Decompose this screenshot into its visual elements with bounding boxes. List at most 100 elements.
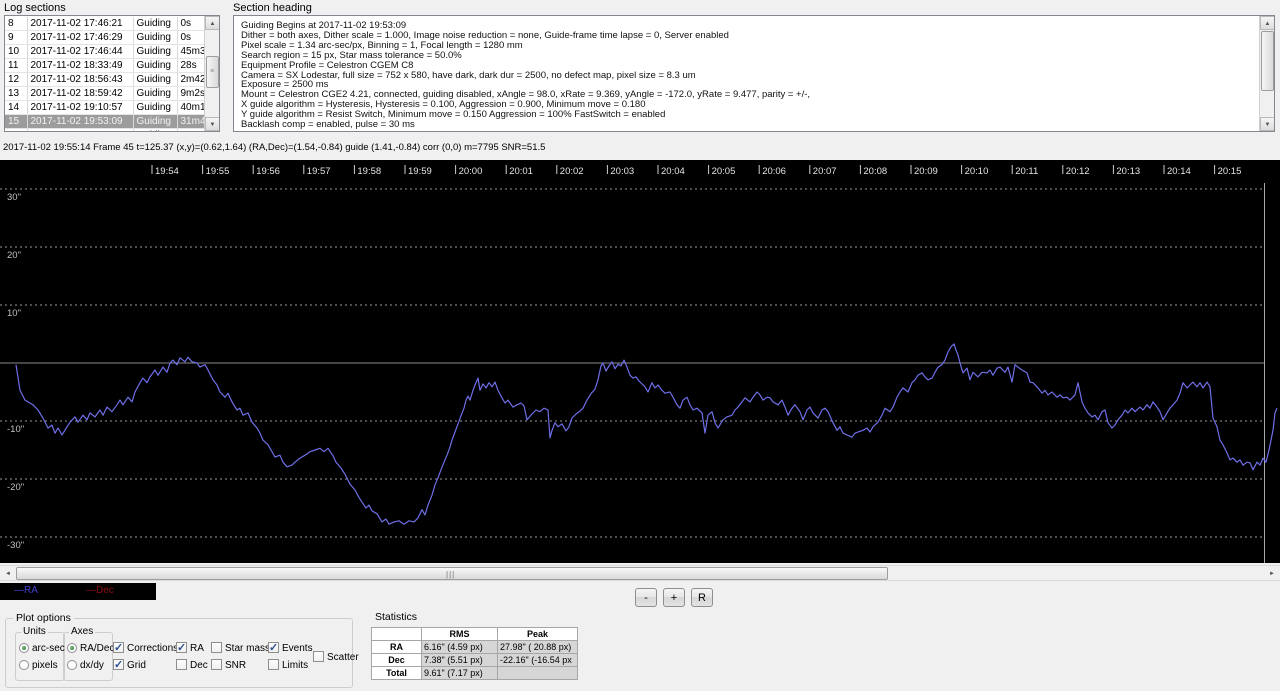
log-section-cell[interactable]: 9m2s [177,86,207,101]
x-axis-tick-label: 20:00 [459,166,483,177]
checkbox-ra[interactable]: RA [176,641,204,654]
log-section-cell[interactable]: 11 [5,58,28,73]
log-section-cell[interactable]: 31m44s [177,114,207,129]
log-sections-title: Log sections [4,2,66,14]
scroll-down-icon[interactable]: ▼ [1260,117,1274,131]
checkbox-scatter[interactable]: Scatter [313,651,359,663]
x-axis-tick-label: 19:54 [155,166,179,177]
log-section-cell[interactable]: 16 [5,128,28,131]
statistics-row: Total 9.61" (7.17 px) [371,666,578,680]
log-section-cell[interactable]: Guiding [133,100,178,115]
hscrollbar-thumb[interactable]: ||| [16,567,888,580]
log-section-cell[interactable]: 2017-11-02 18:33:49 [27,58,134,73]
scroll-right-icon[interactable]: ► [1269,571,1275,577]
log-scrollbar-thumb[interactable]: ≡ [206,56,219,88]
radio-icon[interactable] [19,660,29,670]
log-section-cell[interactable]: 2017-11-02 17:46:21 [27,17,134,31]
log-section-row[interactable]: 9 2017-11-02 17:46:29 Guiding 0s [5,30,207,45]
radio-icon[interactable] [67,660,77,670]
checkbox-icon[interactable] [211,642,222,653]
checkbox-icon[interactable] [113,658,124,671]
log-section-row[interactable]: 8 2017-11-02 17:46:21 Guiding 0s [5,17,207,31]
radio-icon[interactable] [67,643,77,653]
zoom-reset-button[interactable]: R [691,588,713,607]
radio-icon[interactable] [19,643,29,653]
log-section-cell[interactable]: Guiding [133,58,178,73]
log-section-row[interactable]: 13 2017-11-02 18:59:42 Guiding 9m2s [5,86,207,101]
log-section-row[interactable]: 162017-11-02 20:29:40Guiding1m50s [5,128,207,131]
x-axis-tick-label: 19:55 [206,166,230,177]
radio-arc-sec[interactable]: arc-sec [19,643,65,654]
log-section-cell[interactable]: 8 [5,17,28,31]
x-axis-tick-label: 20:15 [1218,166,1242,177]
chart-hscrollbar[interactable]: ◄ ||| ► [0,565,1280,581]
log-section-cell[interactable]: 28s [177,58,207,73]
log-section-cell[interactable]: Guiding [133,17,178,31]
checkbox-star-mass[interactable]: Star mass [211,642,270,654]
checkbox-icon[interactable] [176,659,187,670]
log-section-cell[interactable]: 15 [5,114,28,129]
section-scrollbar-thumb[interactable] [1261,31,1274,91]
log-section-cell[interactable]: Guiding [133,86,178,101]
checkbox-snr[interactable]: SNR [211,659,246,671]
log-section-cell[interactable]: 13 [5,86,28,101]
log-section-cell[interactable]: 1m50s [177,128,207,131]
log-sections-scrollbar[interactable]: ▲ ≡ ▼ [204,16,219,131]
log-section-cell[interactable]: Guiding [133,30,178,45]
log-section-cell[interactable]: 2017-11-02 20:29:40 [27,128,134,131]
log-section-cell[interactable]: 14 [5,100,28,115]
log-section-cell[interactable]: 2017-11-02 19:10:57 [27,100,134,115]
section-heading-line: Camera = SX Lodestar, full size = 752 x … [241,69,696,81]
radio-ra-dec[interactable]: RA/Dec [67,643,114,654]
log-section-row[interactable]: 11 2017-11-02 18:33:49 Guiding 28s [5,58,207,73]
scroll-down-icon[interactable]: ▼ [205,117,219,131]
checkbox-dec[interactable]: Dec [176,659,208,671]
checkbox-icon[interactable] [268,659,279,670]
axes-title: Axes [69,626,96,637]
log-section-cell[interactable]: 2m42s [177,72,207,87]
log-section-cell[interactable]: 2017-11-02 17:46:29 [27,30,134,45]
scroll-left-icon[interactable]: ◄ [5,571,11,577]
checkbox-icon[interactable] [176,641,187,654]
checkbox-icon[interactable] [268,641,279,654]
section-heading-line: Y guide algorithm = Resist Switch, Minim… [241,109,666,121]
statistics-header-cell: RMS [421,627,498,641]
log-section-cell[interactable]: 0s [177,17,207,31]
x-axis-tick-label: 20:04 [661,166,685,177]
checkbox-limits[interactable]: Limits [268,659,308,671]
log-section-cell[interactable]: Guiding [133,114,178,129]
y-axis-tick-label: 30" [7,192,21,203]
log-section-cell[interactable]: 10 [5,44,28,59]
checkbox-icon[interactable] [313,651,324,662]
log-section-cell[interactable]: 0s [177,30,207,45]
log-section-cell[interactable]: 2017-11-02 17:46:44 [27,44,134,59]
log-section-cell[interactable]: 2017-11-02 19:53:09 [27,114,134,129]
log-section-cell[interactable]: 40m11s [177,100,207,115]
checkbox-grid[interactable]: Grid [113,658,146,671]
guide-chart[interactable]: 30" 20" 10" -10" -20" -30" 19:54 19:55 19:56 19:5… [0,160,1280,563]
checkbox-icon[interactable] [113,641,124,654]
checkbox-icon[interactable] [211,659,222,670]
zoom-out-button[interactable]: - [635,588,657,607]
log-section-cell[interactable]: 9 [5,30,28,45]
log-section-cell[interactable]: 2017-11-02 18:56:43 [27,72,134,87]
radio-pixels[interactable]: pixels [19,660,58,671]
log-section-cell[interactable]: Guiding [133,72,178,87]
zoom-in-button[interactable]: + [663,588,685,607]
checkbox-corrections[interactable]: Corrections [113,641,178,654]
section-heading-scrollbar[interactable]: ▲ ▼ [1259,16,1274,131]
log-section-cell[interactable]: 2017-11-02 18:59:42 [27,86,134,101]
radio-dx-dy[interactable]: dx/dy [67,660,104,671]
log-section-cell[interactable]: Guiding [133,44,178,59]
scroll-up-icon[interactable]: ▲ [1260,16,1274,30]
scroll-up-icon[interactable]: ▲ [205,16,219,30]
checkbox-events[interactable]: Events [268,641,313,654]
plot-options-group: Plot options Units Axes arc-sec pixels RA/… [5,612,359,688]
log-section-cell[interactable]: 45m39s [177,44,207,59]
log-section-cell[interactable]: Guiding [133,128,178,131]
log-section-cell[interactable]: 12 [5,72,28,87]
